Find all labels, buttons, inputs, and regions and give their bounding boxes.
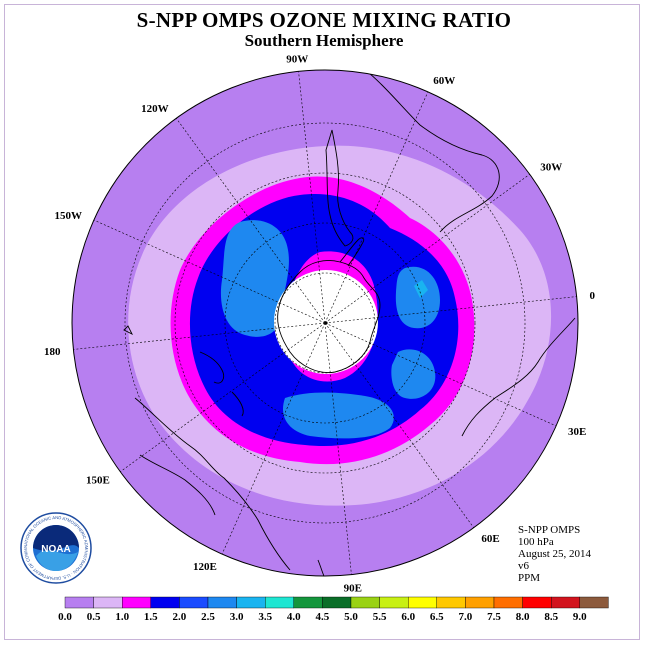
colorbar-swatches <box>64 596 609 609</box>
longitude-label: 120E <box>193 561 217 573</box>
longitude-label: 30W <box>540 162 562 174</box>
page-subtitle: Southern Hemisphere <box>244 31 404 50</box>
colorbar-swatch <box>207 596 237 609</box>
longitude-label: 60E <box>481 533 499 545</box>
logo-text: NOAA <box>41 544 70 555</box>
info-block: S-NPP OMPS 100 hPa August 25, 2014 v6 PP… <box>518 524 591 584</box>
longitude-label: 180 <box>44 346 61 358</box>
colorbar-tick-label: 6.5 <box>430 611 444 623</box>
colorbar-swatch <box>465 596 495 609</box>
level-2.0-2.5-patch-west <box>220 220 289 337</box>
colorbar-tick-label: 6.0 <box>401 611 415 623</box>
noaa-logo: NOAA NATIONAL OCEANIC AND ATMOSPHERIC AD… <box>20 512 92 584</box>
colorbar-tick-label: 8.0 <box>516 611 530 623</box>
colorbar-tick-label: 8.5 <box>544 611 558 623</box>
colorbar-tick-label: 7.5 <box>487 611 501 623</box>
colorbar-tick-label: 0.0 <box>58 611 72 623</box>
colorbar-swatch <box>379 596 409 609</box>
colorbar-swatch <box>350 596 380 609</box>
info-version: v6 <box>518 560 529 572</box>
colorbar-tick-label: 3.0 <box>230 611 244 623</box>
figure-frame <box>4 4 640 640</box>
colorbar-swatch <box>522 596 552 609</box>
colorbar-tick-label: 5.5 <box>373 611 387 623</box>
colorbar-tick-label: 4.5 <box>316 611 330 623</box>
ozone-map: 90W 60W 30W 0 30E 60E 90E 120E 150E 180 150W 120W <box>44 53 596 594</box>
colorbar-ticks: 0.0 0.5 1.0 1.5 2.0 2.5 3.0 3.5 4.0 4.5 5.0 5.5 6.0 6… <box>58 611 587 623</box>
level-2.0-2.5-patch-east <box>395 266 440 329</box>
colorbar-tick-label: 2.5 <box>201 611 215 623</box>
longitude-labels: 90W 60W 30W 0 30E 60E 90E 120E 150E 180 150W 120W <box>44 53 596 594</box>
colorbar-swatch <box>93 596 123 609</box>
longitude-label: 120W <box>141 103 169 115</box>
colorbar-swatch <box>121 596 151 609</box>
colorbar-tick-label: 7.0 <box>459 611 473 623</box>
level-2.5-3.0-patch <box>414 280 428 298</box>
longitude-label: 90W <box>286 53 308 65</box>
coastlines <box>123 70 576 576</box>
level-2.0-2.5-patch-south <box>282 392 394 439</box>
info-instrument: S-NPP OMPS <box>518 524 581 536</box>
longitude-label: 150E <box>86 474 110 486</box>
colorbar-swatch <box>293 596 323 609</box>
colorbar-tick-label: 2.0 <box>173 611 187 623</box>
longitude-label: 150W <box>54 210 82 222</box>
page-title: S-NPP OMPS OZONE MIXING RATIO <box>136 8 512 32</box>
latitude-lines <box>124 122 526 524</box>
colorbar-swatch <box>265 596 295 609</box>
colorbar-tick-label: 1.0 <box>115 611 129 623</box>
longitude-label: 30E <box>568 426 586 438</box>
info-level: 100 hPa <box>518 536 554 548</box>
colorbar-tick-label: 1.5 <box>144 611 158 623</box>
colorbar-tick-label: 9.0 <box>573 611 587 623</box>
colorbar-swatch <box>64 596 94 609</box>
colorbar-swatch <box>150 596 180 609</box>
longitude-label: 60W <box>433 75 455 87</box>
colorbar-swatch <box>436 596 466 609</box>
info-date: August 25, 2014 <box>518 548 592 560</box>
longitude-label: 90E <box>344 583 362 595</box>
colorbar-swatch <box>236 596 266 609</box>
colorbar-tick-label: 3.5 <box>258 611 272 623</box>
longitude-label: 0 <box>590 290 596 302</box>
colorbar-swatch <box>179 596 209 609</box>
colorbar-swatch <box>322 596 352 609</box>
colorbar-tick-label: 5.0 <box>344 611 358 623</box>
colorbar-swatch <box>551 596 581 609</box>
colorbar-swatch <box>408 596 438 609</box>
info-units: PPM <box>518 572 541 584</box>
colorbar-swatch <box>579 596 609 609</box>
colorbar-tick-label: 0.5 <box>87 611 101 623</box>
colorbar-swatch <box>493 596 523 609</box>
colorbar-tick-label: 4.0 <box>287 611 301 623</box>
